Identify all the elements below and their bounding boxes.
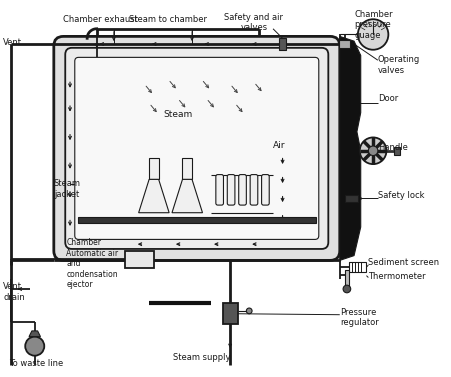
Circle shape [342, 285, 350, 293]
Text: To waste line: To waste line [9, 359, 63, 368]
FancyBboxPatch shape [249, 175, 257, 205]
Text: Chamber
Automatic air
and
condensation
ejector: Chamber Automatic air and condensation e… [66, 239, 118, 289]
Bar [338, 40, 350, 48]
Bar [349, 262, 366, 272]
Text: Air: Air [272, 141, 285, 150]
Text: Steam supply: Steam supply [172, 353, 230, 362]
Bar [222, 303, 237, 324]
Bar [125, 251, 153, 268]
FancyBboxPatch shape [227, 175, 235, 205]
Text: Vent: Vent [3, 38, 22, 47]
Bar [344, 270, 349, 287]
Circle shape [25, 337, 44, 356]
Text: Pressure
regulator: Pressure regulator [339, 308, 377, 328]
Bar [393, 147, 399, 155]
FancyBboxPatch shape [261, 175, 269, 205]
Bar [182, 158, 192, 179]
Text: Safety and air
valves: Safety and air valves [224, 12, 283, 32]
Text: Thermometer: Thermometer [368, 272, 425, 281]
Circle shape [359, 138, 386, 164]
Bar [149, 158, 158, 179]
FancyBboxPatch shape [74, 57, 318, 239]
Circle shape [357, 19, 387, 50]
Bar [278, 38, 286, 50]
Text: Door: Door [377, 93, 397, 103]
Polygon shape [339, 37, 360, 261]
Text: Steam: Steam [163, 110, 192, 119]
Text: Safety lock: Safety lock [377, 191, 423, 200]
FancyBboxPatch shape [216, 175, 223, 205]
FancyBboxPatch shape [65, 48, 327, 249]
Text: Handle: Handle [377, 143, 407, 152]
FancyBboxPatch shape [238, 175, 246, 205]
Text: Chamber
pressure
guage: Chamber pressure guage [353, 10, 392, 40]
Text: Steam to chamber: Steam to chamber [129, 15, 207, 25]
Text: Chamber exhaust: Chamber exhaust [63, 15, 138, 25]
Text: Vent
drain: Vent drain [3, 282, 25, 302]
Polygon shape [29, 331, 41, 337]
Polygon shape [172, 179, 202, 213]
Polygon shape [138, 179, 169, 213]
Text: Steam
jacket: Steam jacket [54, 179, 81, 199]
Circle shape [246, 308, 252, 314]
Bar [78, 218, 315, 223]
Text: Operating
valves: Operating valves [377, 55, 419, 75]
Bar [344, 195, 357, 202]
FancyBboxPatch shape [54, 37, 339, 261]
Circle shape [368, 146, 377, 156]
Text: Sediment screen: Sediment screen [368, 259, 438, 267]
